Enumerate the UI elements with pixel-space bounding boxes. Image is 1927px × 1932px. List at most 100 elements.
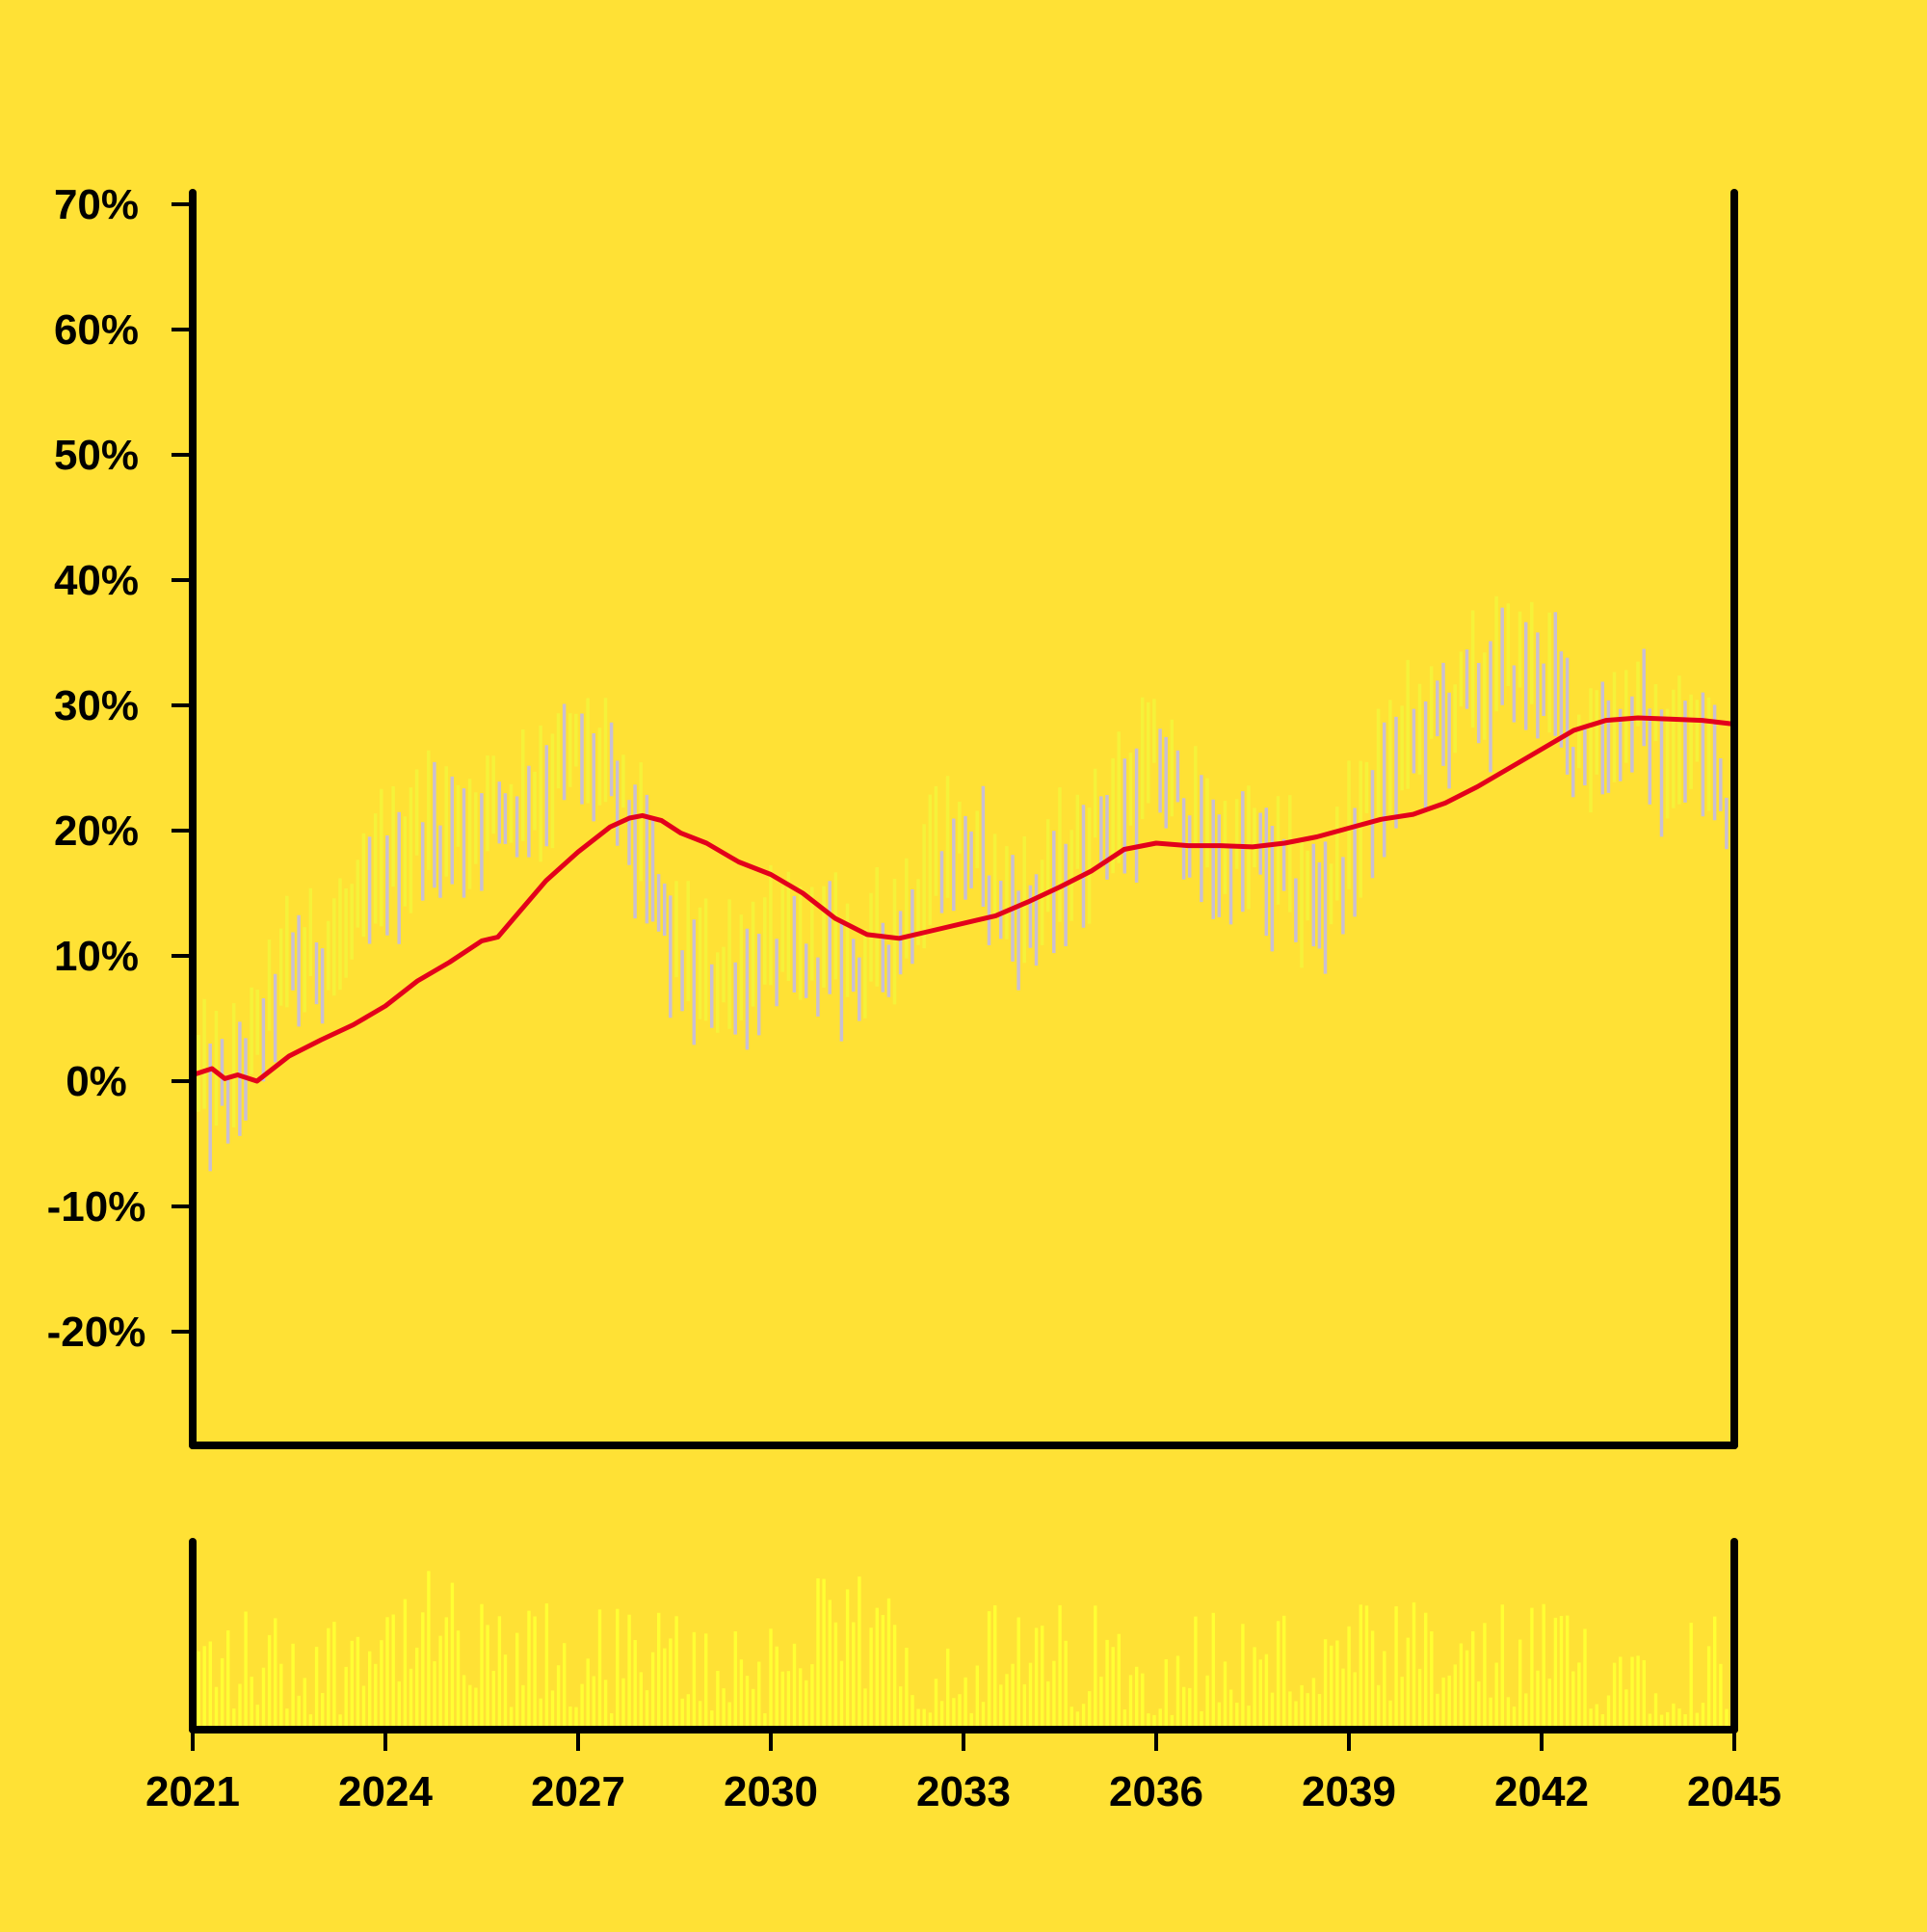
volume-bar (220, 1657, 224, 1730)
volume-bar (1388, 1700, 1392, 1730)
volume-bar (627, 1614, 631, 1730)
volume-bar (1436, 1693, 1439, 1730)
volume-bar (1046, 1681, 1050, 1730)
volume-bar (1713, 1616, 1717, 1730)
volume-bar (810, 1664, 814, 1730)
volume-bar (238, 1683, 242, 1730)
volume-bar (1417, 1668, 1422, 1730)
x-tick-label: 2030 (724, 1768, 818, 1815)
volume-bar (839, 1660, 844, 1730)
volume-bar (332, 1622, 336, 1730)
volume-bar (1081, 1704, 1086, 1730)
volume-bar (327, 1628, 330, 1730)
y-tick-labels: 70% 60% 50% 40% 30% 20% 10% 0% -10% -20% (47, 181, 146, 1356)
volume-bar (297, 1695, 301, 1730)
axes (172, 189, 1738, 1751)
volume-bar (403, 1599, 408, 1730)
volume-bar (208, 1641, 212, 1730)
volume-bar (1294, 1701, 1298, 1730)
volume-bar (1241, 1624, 1245, 1730)
volume-bar (645, 1690, 649, 1730)
moving-average-layer (190, 715, 1737, 1084)
volume-bar (1011, 1663, 1015, 1730)
volume-bar (1725, 1708, 1729, 1730)
volume-bar (1530, 1607, 1534, 1730)
volume-bar (1188, 1687, 1192, 1730)
volume-bar (438, 1635, 442, 1730)
volume-bar (1359, 1604, 1362, 1730)
volume-bar (1128, 1675, 1133, 1730)
volume-bar (1666, 1711, 1670, 1730)
volume-bar (250, 1677, 253, 1730)
volume-bar (1034, 1628, 1039, 1730)
volume-bar (1141, 1673, 1145, 1730)
volume-bar (1494, 1662, 1498, 1730)
x-tick-label: 2042 (1494, 1768, 1589, 1815)
volume-bar (1719, 1663, 1723, 1730)
volume-bar (1659, 1714, 1664, 1730)
volume-bar (314, 1647, 319, 1730)
volume-bar (621, 1678, 625, 1730)
volume-bar (427, 1571, 431, 1730)
volume-bar (969, 1712, 973, 1730)
volume-bar (1370, 1630, 1375, 1730)
volume-bar (1477, 1681, 1481, 1730)
volume-bar (202, 1646, 206, 1730)
volume-bar (1672, 1703, 1676, 1730)
volume-bar (1205, 1675, 1209, 1730)
volume-bar (1459, 1643, 1464, 1730)
volume-bar (533, 1616, 537, 1730)
volume-bar (1028, 1662, 1033, 1730)
volume-bar (1317, 1694, 1322, 1730)
volume-bar (1400, 1677, 1404, 1730)
volume-bar (1683, 1714, 1687, 1730)
volume-bar (267, 1634, 272, 1730)
volume-bar (892, 1625, 897, 1730)
volume-bar (1689, 1623, 1693, 1730)
volume-bar (1383, 1651, 1386, 1730)
volume-bar (674, 1616, 678, 1730)
y-tick-label: -10% (47, 1183, 146, 1231)
volume-bar (733, 1631, 737, 1730)
volume-bar (1619, 1656, 1623, 1730)
volume-bar (1447, 1675, 1451, 1730)
volume-bar (1064, 1640, 1068, 1730)
volume-bar (1542, 1603, 1545, 1730)
volume-bar (1228, 1689, 1233, 1730)
volume-bar (786, 1671, 791, 1730)
volume-bar (568, 1707, 572, 1730)
x-tick-label: 2021 (145, 1768, 240, 1815)
volume-bar (1624, 1689, 1628, 1730)
volume-bar (468, 1684, 472, 1730)
volume-bar (1258, 1659, 1262, 1730)
volume-bar (610, 1713, 614, 1730)
volume-bar (1075, 1711, 1080, 1730)
volume-bar (1695, 1712, 1700, 1730)
volume-bar (1600, 1714, 1605, 1730)
volume-bar (1424, 1612, 1428, 1730)
volume-bar (1583, 1628, 1587, 1730)
volume-bar (1069, 1707, 1073, 1730)
volume-bar (474, 1687, 478, 1730)
volume-bar (244, 1611, 248, 1730)
volume-bar (1200, 1711, 1203, 1730)
volume-bar (1041, 1626, 1044, 1730)
volume-bar (409, 1668, 413, 1730)
volume-bar (663, 1648, 667, 1730)
volume-bar (597, 1609, 602, 1730)
volume-bar (391, 1614, 395, 1730)
volume-bar (1353, 1672, 1357, 1730)
volume-bar (356, 1636, 360, 1730)
volume-bar (1300, 1684, 1304, 1730)
volume-bar (633, 1640, 637, 1730)
volume-bar (214, 1686, 219, 1730)
volume-bar (338, 1714, 342, 1730)
volume-bar (197, 1651, 200, 1730)
x-tick-label: 2039 (1302, 1768, 1396, 1815)
volume-bar (1111, 1647, 1115, 1730)
volume-bar (922, 1708, 926, 1730)
volume-bar (1217, 1702, 1222, 1730)
